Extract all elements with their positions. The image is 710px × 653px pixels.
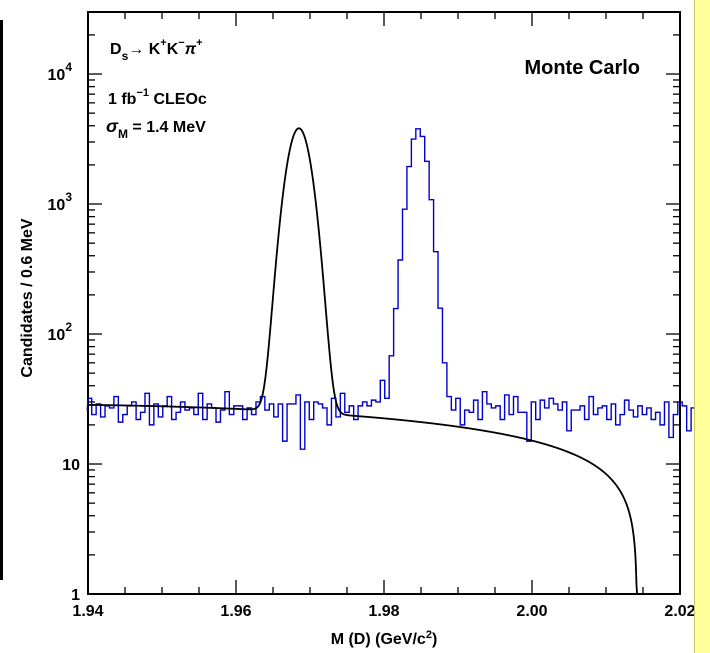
chart-marks	[86, 127, 694, 595]
y-tick-labels: 1 10 102 103 104	[48, 60, 81, 604]
x-tick-label: 1.96	[220, 603, 251, 620]
x-axis-label: M (D) (GeV/c2)	[331, 629, 438, 648]
x-tick-label: 1.98	[368, 603, 399, 620]
y-tick-label: 104	[48, 60, 73, 84]
axis-ticks	[87, 11, 681, 595]
y-tick-label: 102	[48, 320, 73, 344]
y-tick-label: 103	[48, 190, 73, 214]
resolution-label: σM = 1.4 MeV	[106, 116, 206, 141]
y-axis-label: Candidates / 0.6 MeV	[19, 218, 36, 377]
x-tick-label: 1.94	[72, 603, 103, 620]
monte-carlo-label: Monte Carlo	[524, 57, 640, 79]
luminosity-label: 1 fb−1 CLEOc	[108, 87, 207, 108]
x-tick-label: 2.00	[516, 603, 547, 620]
left-panel-border	[0, 20, 3, 580]
histogram-series	[86, 128, 694, 450]
right-side-strip	[694, 0, 710, 653]
fit-curve	[87, 127, 638, 595]
x-tick-labels: 1.94 1.96 1.98 2.00 2.02	[72, 603, 694, 620]
x-tick-label: 2.02	[664, 603, 694, 620]
y-tick-label: 10	[62, 457, 80, 474]
chart-svg: 1 10 102 103 104 1.94 1.96 1.98 2.00 2.02 M (D) …	[19, 11, 694, 648]
y-tick-label: 1	[71, 587, 80, 604]
decay-channel-label: Ds→ K+K−π+	[110, 37, 203, 63]
